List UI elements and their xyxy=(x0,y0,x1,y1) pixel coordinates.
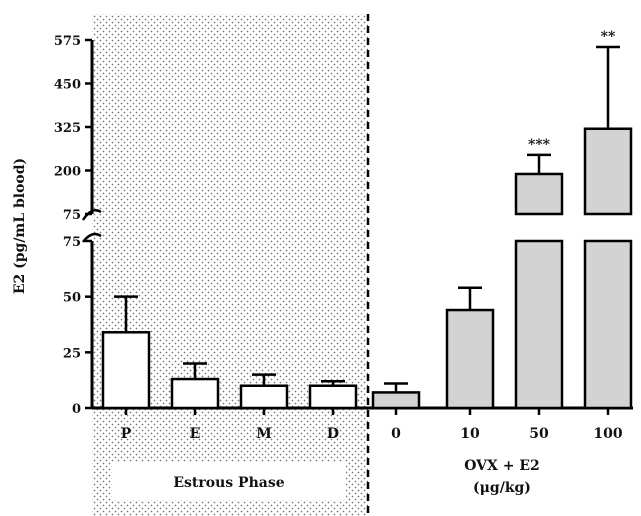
estrous-phase-label: Estrous Phase xyxy=(173,475,284,491)
bar-100-upper xyxy=(583,127,633,216)
y-axis-ticks: 0 25 50 75 75 200 325 450 575 xyxy=(54,34,92,417)
bar-50-upper xyxy=(514,172,564,216)
x-tick-label-D: D xyxy=(327,426,339,442)
x-tick-label-100: 100 xyxy=(593,426,622,442)
y-lower-tick-label-0: 0 xyxy=(72,402,81,417)
estrous-phase-label-box xyxy=(112,462,346,500)
y-lower-tick-label-75: 75 xyxy=(63,235,81,250)
significance-50: *** xyxy=(528,137,551,153)
x-tick-label-P: P xyxy=(121,426,132,442)
x-tick-label-M: M xyxy=(256,426,272,442)
bar-0 xyxy=(371,391,421,410)
y-upper-tick-label-450: 450 xyxy=(54,78,81,93)
ovx-e2-units-label: (μg/kg) xyxy=(473,480,531,496)
x-tick-label-50: 50 xyxy=(529,426,549,442)
y-upper-tick-label-575: 575 xyxy=(54,34,81,49)
x-tick-label-10: 10 xyxy=(460,426,480,442)
y-upper-tick-label-325: 325 xyxy=(54,121,81,136)
significance-100: ** xyxy=(601,29,616,45)
bar-50-lower xyxy=(514,239,564,410)
bar-D xyxy=(308,384,358,410)
y-lower-tick-label-25: 25 xyxy=(63,346,81,361)
y-axis-label: E2 (pg/mL blood) xyxy=(12,158,28,294)
bars: ***** xyxy=(101,29,633,410)
bar-10 xyxy=(445,308,495,410)
x-tick-labels: P E M D 0 10 50 100 xyxy=(121,408,623,442)
bar-100-lower xyxy=(583,239,633,410)
x-tick-label-0: 0 xyxy=(391,426,401,442)
y-upper-tick-label-75: 75 xyxy=(63,208,81,223)
estrous-phase-background xyxy=(92,14,368,516)
y-axis-break-upper xyxy=(81,209,102,221)
y-upper-tick-label-200: 200 xyxy=(54,165,81,180)
ovx-e2-label: OVX + E2 xyxy=(464,458,540,474)
bar-M xyxy=(239,384,289,410)
bar-P xyxy=(101,331,151,410)
y-lower-tick-label-50: 50 xyxy=(63,291,81,306)
y-axis-break-lower xyxy=(82,232,102,243)
bar-E xyxy=(170,377,220,410)
x-tick-label-E: E xyxy=(190,426,201,442)
